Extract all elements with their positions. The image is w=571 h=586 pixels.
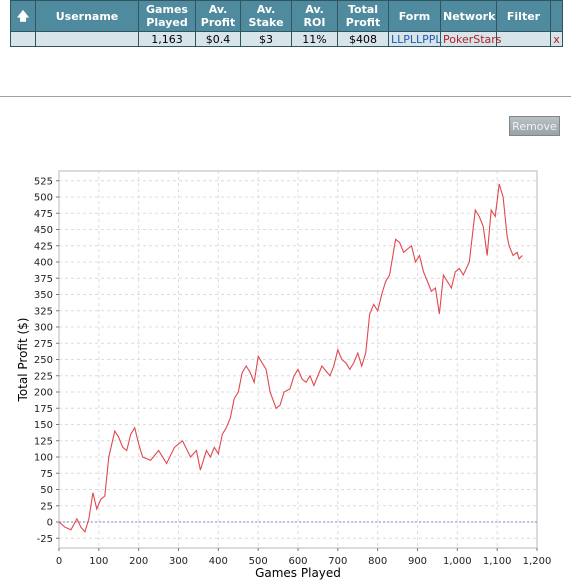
total-profit-header-line2: Profit xyxy=(345,16,381,29)
network-link[interactable]: PokerStars xyxy=(440,31,502,47)
up-arrow-icon[interactable]: 🡅 xyxy=(16,8,30,23)
games-played-header-line2: Played xyxy=(146,16,188,29)
y-tick-label: 475 xyxy=(34,209,53,220)
x-tick-label: 600 xyxy=(288,556,307,567)
av-roi-column-header[interactable]: Av. ROI xyxy=(291,0,338,32)
av-stake-header-line1: Av. xyxy=(256,3,276,16)
av-profit-header-line1: Av. xyxy=(208,3,228,16)
player-stats-table: 🡅 Username Games Played Av. Profit Av. Stak… xyxy=(10,0,563,47)
y-tick-label: 175 xyxy=(34,404,53,415)
av-profit-cell: $0.4 xyxy=(195,31,241,47)
x-axis-ticks: 0 100 200 300 400 500 600 700 800 900 1,000 1,100 1,… xyxy=(56,548,552,567)
av-stake-header-line2: Stake xyxy=(248,16,284,29)
y-tick-label: 450 xyxy=(34,225,53,236)
y-tick-label: 300 xyxy=(34,323,53,334)
av-profit-header-line2: Profit xyxy=(200,16,236,29)
x-tick-label: 300 xyxy=(169,556,188,567)
x-tick-label: 1,200 xyxy=(523,556,552,567)
form-link[interactable]: LLPLLPPL xyxy=(388,31,442,47)
games-played-cell: 1,163 xyxy=(138,31,196,47)
form-column-header[interactable]: Form xyxy=(388,0,441,32)
y-tick-label: 100 xyxy=(34,453,53,464)
y-axis-ticks: -25 0 25 50 75 100 125 150 175 200 225 250 275 300 325… xyxy=(34,176,59,545)
username-column-header[interactable]: Username xyxy=(35,0,139,32)
x-tick-label: 400 xyxy=(209,556,228,567)
y-tick-label: 325 xyxy=(34,306,53,317)
total-profit-header-line1: Total xyxy=(347,3,379,16)
profit-series-line xyxy=(58,183,523,533)
username-cell xyxy=(35,31,139,47)
table-row: 1,163 $0.4 $3 11% $408 LLPLLPPL PokerSta… xyxy=(10,31,563,47)
x-tick-label: 800 xyxy=(368,556,387,567)
network-column-header[interactable]: Network xyxy=(440,0,497,32)
y-tick-label: 350 xyxy=(34,290,53,301)
total-profit-column-header[interactable]: Total Profit xyxy=(337,0,389,32)
y-tick-label: 25 xyxy=(40,501,53,512)
sort-column-header[interactable]: 🡅 xyxy=(10,0,36,32)
av-roi-cell: 11% xyxy=(291,31,338,47)
x-tick-label: 700 xyxy=(328,556,347,567)
y-tick-label: 525 xyxy=(34,176,53,187)
x-tick-label: 1,000 xyxy=(443,556,472,567)
x-tick-label: 500 xyxy=(249,556,268,567)
y-tick-label: 150 xyxy=(34,420,53,431)
chart-grid xyxy=(58,171,538,548)
y-tick-label: 250 xyxy=(34,355,53,366)
y-tick-label: 400 xyxy=(34,258,53,269)
y-tick-label: 75 xyxy=(40,469,53,480)
x-tick-label: 900 xyxy=(408,556,427,567)
header-spacer xyxy=(550,0,563,32)
y-tick-label: 50 xyxy=(40,485,53,496)
filter-cell xyxy=(496,31,551,47)
av-profit-column-header[interactable]: Av. Profit xyxy=(195,0,241,32)
remove-row-link[interactable]: x xyxy=(550,31,563,47)
x-tick-label: 100 xyxy=(89,556,108,567)
remove-button[interactable]: Remove xyxy=(509,116,560,136)
y-tick-label: 375 xyxy=(34,274,53,285)
games-played-column-header[interactable]: Games Played xyxy=(138,0,196,32)
x-tick-label: 0 xyxy=(56,556,62,567)
y-tick-label: 125 xyxy=(34,436,53,447)
y-axis-label: Total Profit ($) xyxy=(16,318,30,403)
x-tick-label: 1,100 xyxy=(483,556,512,567)
x-tick-label: 200 xyxy=(129,556,148,567)
section-divider xyxy=(0,96,571,97)
y-tick-label: 500 xyxy=(34,193,53,204)
av-stake-cell: $3 xyxy=(240,31,292,47)
y-tick-label: 425 xyxy=(34,241,53,252)
profit-line-chart: -250255075100125150175200225250275300325… xyxy=(16,170,552,580)
filter-column-header[interactable]: Filter xyxy=(496,0,551,32)
y-tick-label: -25 xyxy=(37,534,53,545)
y-tick-label: 200 xyxy=(34,388,53,399)
games-played-header-line1: Games xyxy=(146,3,188,16)
row-spacer-cell xyxy=(10,31,36,47)
y-tick-label: 225 xyxy=(34,371,53,382)
x-axis-label: Games Played xyxy=(255,566,341,580)
av-stake-column-header[interactable]: Av. Stake xyxy=(240,0,292,32)
total-profit-cell: $408 xyxy=(337,31,389,47)
y-tick-label: 0 xyxy=(47,518,53,529)
y-tick-label: 275 xyxy=(34,339,53,350)
